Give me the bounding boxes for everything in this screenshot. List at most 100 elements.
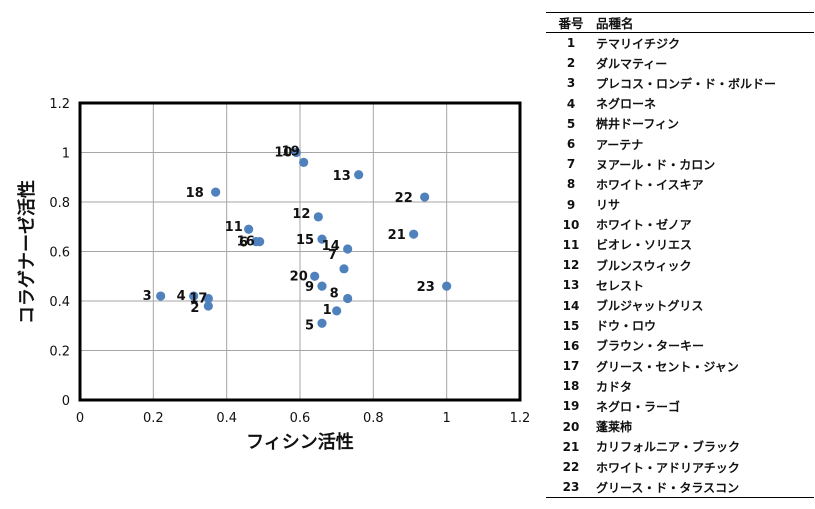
legend-number: 14 <box>562 298 580 313</box>
legend-row: 5 桝井ドーフィン <box>546 114 814 134</box>
legend-row: 9 リサ <box>546 195 814 215</box>
legend-number: 3 <box>566 76 576 91</box>
legend-variety-name: カドタ <box>596 379 633 394</box>
legend-header-row: 番号 品種名 <box>546 12 814 33</box>
legend-number: 1 <box>566 36 576 51</box>
point-label-16: 16 <box>237 235 255 250</box>
x-tick-label: 0.6 <box>290 411 311 426</box>
legend-number: 16 <box>562 338 580 353</box>
point-17 <box>203 293 213 304</box>
point-label-17: 17 <box>189 292 207 307</box>
x-tick-labels: 0 0.2 0.4 0.6 0.8 1 1.2 <box>76 411 530 426</box>
point-22 <box>420 192 430 202</box>
point-15 <box>317 234 327 244</box>
y-tick-label: 1.2 <box>49 97 70 112</box>
point-label-4: 4 <box>177 289 186 304</box>
point-9 <box>317 281 327 291</box>
legend-number: 8 <box>566 177 576 192</box>
y-tick-labels: 0 0.2 0.4 0.6 0.8 1 1.2 <box>49 97 70 409</box>
legend-row: 8 ホワイト・イスキア <box>546 174 814 194</box>
legend-row: 2 ダルマティー <box>546 53 814 73</box>
legend-number: 18 <box>562 379 580 394</box>
point-23 <box>442 281 452 291</box>
legend-row: 19 ネグロ・ラーゴ <box>546 396 814 416</box>
legend-variety-name: ホワイト・アドリアチック <box>596 460 740 475</box>
point-label-7: 7 <box>328 248 337 263</box>
legend-variety-name: ヌアール・ド・カロン <box>596 157 716 172</box>
legend-variety-name: プレコス・ロンデ・ド・ボルドー <box>596 76 777 91</box>
point-label-10: 10 <box>274 146 292 161</box>
legend-variety-name: ドウ・ロウ <box>596 319 657 334</box>
point-2 <box>203 301 213 311</box>
point-18 <box>211 187 221 197</box>
legend-row: 3 プレコス・ロンデ・ド・ボルドー <box>546 73 814 93</box>
point-label-11: 11 <box>225 220 243 235</box>
legend-number: 22 <box>562 460 580 475</box>
legend-variety-name: 桝井ドーフィン <box>596 117 680 132</box>
point-11 <box>244 224 254 234</box>
header-variety: 品種名 <box>596 12 814 33</box>
y-tick-label: 1 <box>62 147 70 162</box>
point-3 <box>156 291 166 301</box>
legend-variety-name: グリース・セント・ジャン <box>596 359 739 374</box>
legend-number: 13 <box>562 278 580 293</box>
legend-number: 19 <box>562 399 580 414</box>
point-16 <box>255 237 265 247</box>
legend-row: 22 ホワイト・アドリアチック <box>546 457 814 477</box>
legend-number: 17 <box>562 359 580 374</box>
x-tick-label: 0.4 <box>216 411 237 426</box>
point-label-22: 22 <box>395 191 413 206</box>
y-axis-title: コラゲナーゼ活性 <box>16 180 38 324</box>
data-points <box>156 147 452 328</box>
legend-number: 20 <box>562 419 580 434</box>
variety-legend-table: 番号 品種名 1 テマリイチジク 2 ダルマティー 3 プレコス・ロンデ・ド・ボルドー 4 ネ… <box>546 12 814 499</box>
legend-number: 12 <box>562 258 580 273</box>
point-4 <box>189 291 199 301</box>
point-14 <box>343 244 353 254</box>
y-tick-label: 0.6 <box>49 246 70 261</box>
legend-variety-name: ネグロ・ラーゴ <box>596 399 681 414</box>
y-tick-label: 0.2 <box>49 345 70 360</box>
legend-number: 6 <box>566 137 576 152</box>
point-13 <box>354 170 364 180</box>
point-label-12: 12 <box>292 207 310 222</box>
point-19 <box>299 157 309 167</box>
point-label-18: 18 <box>186 186 204 201</box>
legend-row: 6 アーテナ <box>546 134 814 154</box>
point-8 <box>343 293 353 304</box>
legend-number: 15 <box>562 318 580 333</box>
legend-variety-name: ホワイト・イスキア <box>596 177 704 192</box>
legend-variety-name: 蓬莱柿 <box>596 420 633 435</box>
legend-variety-name: ブルジャットグリス <box>596 299 704 314</box>
point-label-20: 20 <box>290 269 308 284</box>
legend-variety-name: セレスト <box>596 278 645 293</box>
legend-variety-name: リサ <box>596 198 621 213</box>
point-label-13: 13 <box>333 169 351 184</box>
legend-variety-name: テマリイチジク <box>596 36 681 51</box>
legend-row: 12 ブルンスウィック <box>546 255 814 275</box>
legend-number: 5 <box>566 116 576 131</box>
point-10 <box>291 147 301 158</box>
x-tick-label: 1 <box>443 411 451 426</box>
legend-row: 21 カリフォルニア・ブラック <box>546 437 814 457</box>
point-1 <box>332 306 342 316</box>
point-21 <box>409 229 419 239</box>
plot-border <box>78 101 522 402</box>
point-20 <box>310 271 320 281</box>
point-12 <box>313 212 323 222</box>
legend-number: 9 <box>566 197 576 212</box>
y-tick-label: 0.8 <box>49 196 70 211</box>
point-5 <box>317 318 327 328</box>
legend-row: 18 カドタ <box>546 376 814 396</box>
point-label-9: 9 <box>305 280 314 295</box>
legend-row: 20 蓬莱柿 <box>546 417 814 437</box>
legend-number: 4 <box>566 96 576 111</box>
legend-row: 23 グリース・ド・タラスコン <box>546 477 814 499</box>
point-label-3: 3 <box>143 289 152 304</box>
legend-row: 17 グリース・セント・ジャン <box>546 356 814 376</box>
point-label-5: 5 <box>305 318 314 333</box>
legend-row: 16 ブラウン・ターキー <box>546 336 814 356</box>
legend-variety-name: ブラウン・ターキー <box>596 339 705 354</box>
legend-variety-name: アーテナ <box>596 137 644 152</box>
